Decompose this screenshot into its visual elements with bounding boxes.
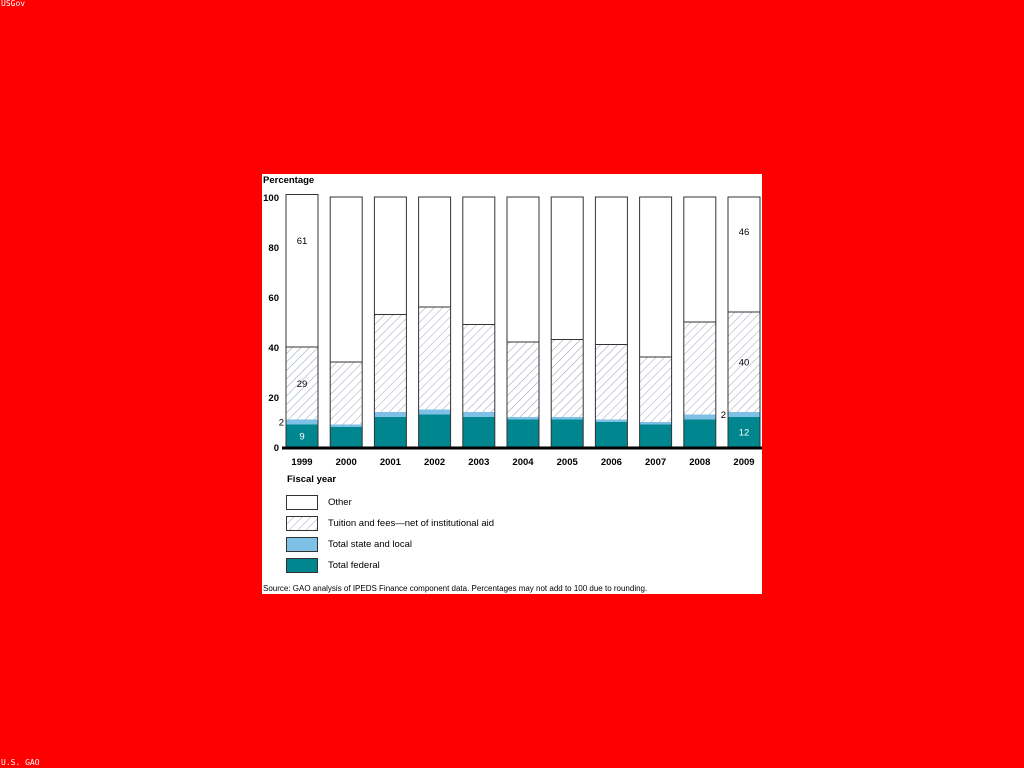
data-label-2009-other: 46: [739, 227, 750, 238]
y-tick-label-20: 20: [268, 393, 279, 404]
bar-2005-other: [551, 197, 584, 340]
bar-2007-other: [639, 197, 672, 357]
bar-1999-total-state-and-local: [286, 419, 318, 425]
legend-item-federal: Total federal: [286, 557, 586, 578]
bar-1999-tuition-and-fees-net-of-institutional-aid: [286, 347, 318, 420]
bar-2009-total-state-and-local: [728, 412, 760, 417]
bar-2006-tuition-and-fees-net-of-institutional-aid: [595, 344, 628, 420]
bar-2007-total-federal: [639, 424, 672, 447]
data-label-2009-total-state-and-local: 2: [721, 410, 726, 421]
x-tick-label-2007: 2007: [645, 457, 666, 468]
bar-2001-total-state-and-local: [374, 412, 407, 417]
x-tick-label-2002: 2002: [424, 457, 445, 468]
bar-2002-total-federal: [418, 414, 451, 447]
bar-2002-tuition-and-fees-net-of-institutional-aid: [418, 307, 451, 410]
data-label-1999-total-federal: 9: [299, 431, 304, 442]
x-tick-label-2000: 2000: [336, 457, 357, 468]
data-label-2009-total-federal: 12: [739, 428, 750, 439]
legend-item-state-local: Total state and local: [286, 536, 586, 557]
bar-2005-tuition-and-fees-net-of-institutional-aid: [551, 339, 584, 417]
x-tick-label-2009: 2009: [733, 457, 754, 468]
bar-1999-other: [286, 194, 318, 347]
bar-2003-total-state-and-local: [462, 412, 495, 417]
bar-2008-total-state-and-local: [683, 414, 716, 420]
chart-panel: Percentage 0 20 40 60 80 100 1999 2000 2001 2002…: [262, 174, 762, 594]
legend-swatch-state-local: [286, 537, 318, 552]
bar-2006-total-state-and-local: [595, 419, 628, 422]
bar-2005-total-state-and-local: [551, 417, 584, 420]
bar-2009-tuition-and-fees-net-of-institutional-aid: [728, 312, 760, 412]
bar-2006-other: [595, 197, 628, 345]
data-label-1999-tuition-and-fees-net-of-institutional-aid: 29: [297, 379, 308, 390]
y-tick-label-40: 40: [268, 343, 279, 354]
y-axis-title: Percentage: [263, 175, 315, 186]
bar-2004-other: [507, 197, 539, 342]
bar-2001-other: [374, 197, 407, 315]
bar-2008-other: [683, 197, 716, 322]
bar-1999-total-federal: [286, 424, 318, 447]
legend-label-tuition: Tuition and fees—net of institutional ai…: [328, 518, 494, 529]
legend-item-tuition: Tuition and fees—net of institutional ai…: [286, 515, 586, 536]
corner-label-top: USGov: [1, 0, 26, 8]
bar-2000-total-state-and-local: [330, 424, 363, 427]
legend-item-other: Other: [286, 494, 586, 515]
bar-2009-other: [728, 197, 760, 312]
bar-2004-total-federal: [507, 419, 539, 447]
corner-label-bottom: U.S. GAO: [1, 758, 40, 767]
legend-label-state-local: Total state and local: [328, 539, 412, 550]
bar-2003-total-federal: [462, 417, 495, 447]
bar-2006-total-federal: [595, 422, 628, 447]
bar-2002-total-state-and-local: [418, 409, 451, 415]
bar-2000-tuition-and-fees-net-of-institutional-aid: [330, 362, 363, 425]
y-tick-label-60: 60: [268, 293, 279, 304]
y-tick-label-0: 0: [274, 443, 279, 454]
stacked-bar-chart: 0 20 40 60 80 100 1999 2000 2001 2002 2003 2004 200…: [263, 193, 762, 468]
bar-2008-total-federal: [683, 419, 716, 447]
bar-2004-tuition-and-fees-net-of-institutional-aid: [507, 342, 539, 417]
bar-2003-other: [462, 197, 495, 325]
bar-2005-total-federal: [551, 419, 584, 447]
x-tick-label-2005: 2005: [557, 457, 579, 468]
x-tick-label-2003: 2003: [468, 457, 489, 468]
bar-2000-other: [330, 197, 363, 362]
data-label-1999-total-state-and-local: 2: [279, 418, 284, 429]
bar-2001-tuition-and-fees-net-of-institutional-aid: [374, 314, 407, 412]
legend-swatch-federal: [286, 558, 318, 573]
legend-swatch-other: [286, 495, 318, 510]
bar-2007-total-state-and-local: [639, 422, 672, 425]
x-tick-label-2008: 2008: [689, 457, 710, 468]
y-tick-label-80: 80: [268, 243, 279, 254]
bar-2003-tuition-and-fees-net-of-institutional-aid: [462, 324, 495, 412]
legend-label-federal: Total federal: [328, 560, 380, 571]
source-note: Source: GAO analysis of IPEDS Finance co…: [263, 584, 648, 593]
x-tick-label-1999: 1999: [291, 457, 312, 468]
x-tick-label-2004: 2004: [512, 457, 534, 468]
bar-2000-total-federal: [330, 427, 363, 447]
bar-2009-total-federal: [728, 417, 760, 447]
bar-2004-total-state-and-local: [507, 417, 539, 420]
y-tick-label-100: 100: [263, 193, 279, 204]
bar-2001-total-federal: [374, 417, 407, 447]
legend-label-other: Other: [328, 497, 352, 508]
legend: Other Tuition and fees—net of institutio…: [286, 494, 586, 578]
data-label-2009-tuition-and-fees-net-of-institutional-aid: 40: [739, 358, 750, 369]
bar-2002-other: [418, 197, 451, 307]
x-tick-label-2001: 2001: [380, 457, 402, 468]
x-axis-title: Fiscal year: [287, 474, 337, 485]
bar-2007-tuition-and-fees-net-of-institutional-aid: [639, 357, 672, 422]
bar-2008-tuition-and-fees-net-of-institutional-aid: [683, 322, 716, 415]
x-tick-label-2006: 2006: [601, 457, 622, 468]
data-label-1999-other: 61: [297, 236, 308, 247]
legend-swatch-tuition: [286, 516, 318, 531]
